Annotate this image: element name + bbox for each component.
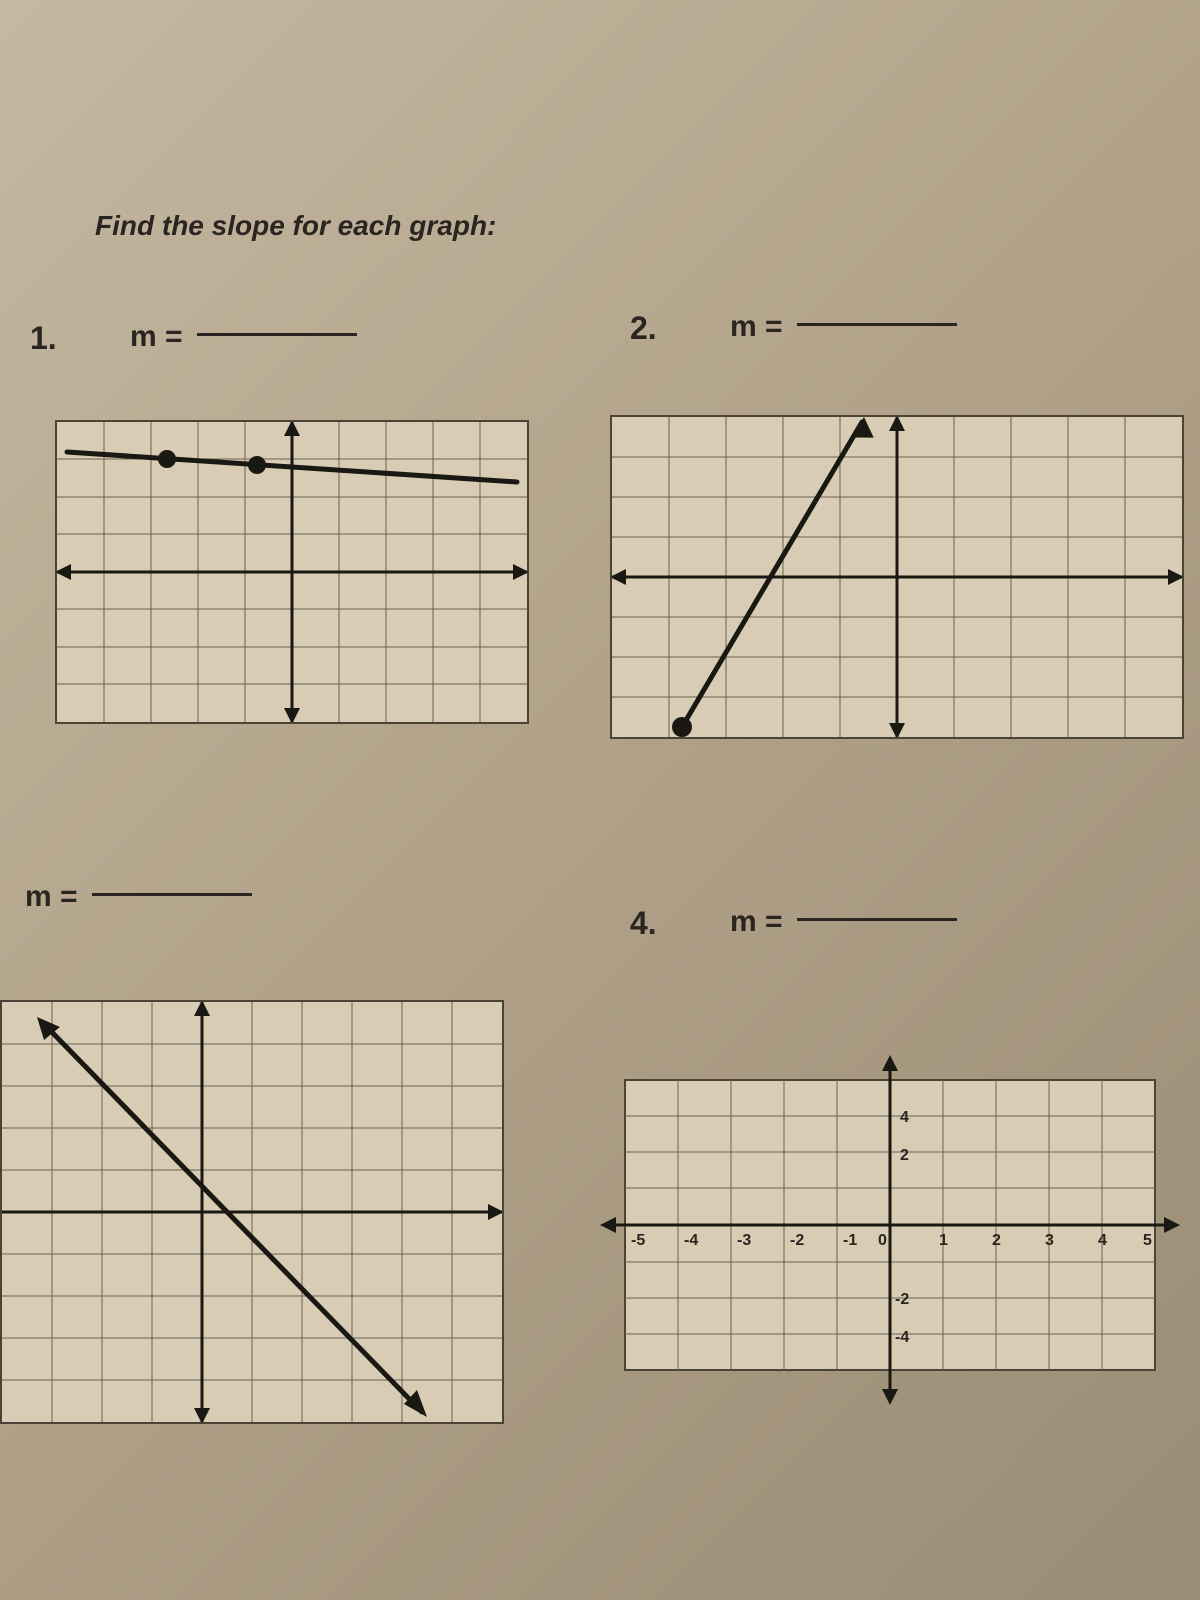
xlabel-4: 4 <box>1098 1232 1107 1249</box>
xlabel-n5: -5 <box>631 1232 645 1249</box>
arrow-right-1 <box>513 564 527 580</box>
arrow-up-2 <box>889 417 905 431</box>
m-equals-4: m = <box>730 905 957 939</box>
xlabel-n3: -3 <box>737 1232 751 1249</box>
arrow-left-1 <box>57 564 71 580</box>
xlabel-2: 2 <box>992 1232 1001 1249</box>
arrow-up-4 <box>882 1055 898 1071</box>
plot-line-3 <box>42 1022 422 1412</box>
answer-blank-2[interactable] <box>797 323 957 326</box>
xlabel-1: 1 <box>939 1232 948 1249</box>
m-label-text-3: m = <box>25 880 78 913</box>
m-equals-3: m = <box>25 880 252 914</box>
graph-2 <box>610 415 1184 739</box>
m-label-text-2: m = <box>730 310 783 343</box>
graph-4-svg: -5 -4 -3 -2 -1 0 1 2 3 4 5 2 4 -2 -4 <box>595 1050 1185 1410</box>
answer-blank-4[interactable] <box>797 918 957 921</box>
ylabel-n2: -2 <box>895 1291 909 1308</box>
arrow-down-3 <box>194 1408 210 1422</box>
ylabel-4: 4 <box>900 1109 909 1126</box>
graph-2-svg <box>612 417 1182 737</box>
xlabel-n4: -4 <box>684 1232 698 1249</box>
xlabel-n2: -2 <box>790 1232 804 1249</box>
arrow-up-1 <box>284 422 300 436</box>
worksheet-page: Find the slope for each graph: 1. m = <box>0 0 1200 1600</box>
graph-1-svg <box>57 422 527 722</box>
arrow-left-2 <box>612 569 626 585</box>
answer-blank-3[interactable] <box>92 893 252 896</box>
arrow-right-2 <box>1168 569 1182 585</box>
arrow-down-2 <box>889 723 905 737</box>
graph-1 <box>55 420 529 724</box>
plot-point-1a <box>158 450 176 468</box>
ylabel-n4: -4 <box>895 1329 909 1346</box>
xlabel-5: 5 <box>1143 1232 1152 1249</box>
arrow-right-3 <box>488 1204 502 1220</box>
problem-number-2: 2. <box>630 310 657 347</box>
problem-number-4: 4. <box>630 905 657 942</box>
plot-point-1b <box>248 456 266 474</box>
arrow-down-1 <box>284 708 300 722</box>
graph-3-svg <box>2 1002 502 1422</box>
m-label-text-4: m = <box>730 905 783 938</box>
ylabel-2: 2 <box>900 1147 909 1164</box>
xlabel-0: 0 <box>878 1232 887 1249</box>
answer-blank-1[interactable] <box>197 333 357 336</box>
xlabel-n1: -1 <box>843 1232 857 1249</box>
problem-number-1: 1. <box>30 320 57 357</box>
instruction-text: Find the slope for each graph: <box>95 210 496 242</box>
plot-line-2 <box>682 422 862 727</box>
arrow-down-4 <box>882 1389 898 1405</box>
m-equals-2: m = <box>730 310 957 344</box>
arrow-up-3 <box>194 1002 210 1016</box>
plot-point-2 <box>672 717 692 737</box>
arrow-left-4 <box>600 1217 616 1233</box>
m-equals-1: m = <box>130 320 357 354</box>
xlabel-3: 3 <box>1045 1232 1054 1249</box>
graph-4: -5 -4 -3 -2 -1 0 1 2 3 4 5 2 4 -2 -4 <box>595 1050 1185 1410</box>
m-label-text-1: m = <box>130 320 183 353</box>
graph-3 <box>0 1000 504 1424</box>
arrow-right-4 <box>1164 1217 1180 1233</box>
